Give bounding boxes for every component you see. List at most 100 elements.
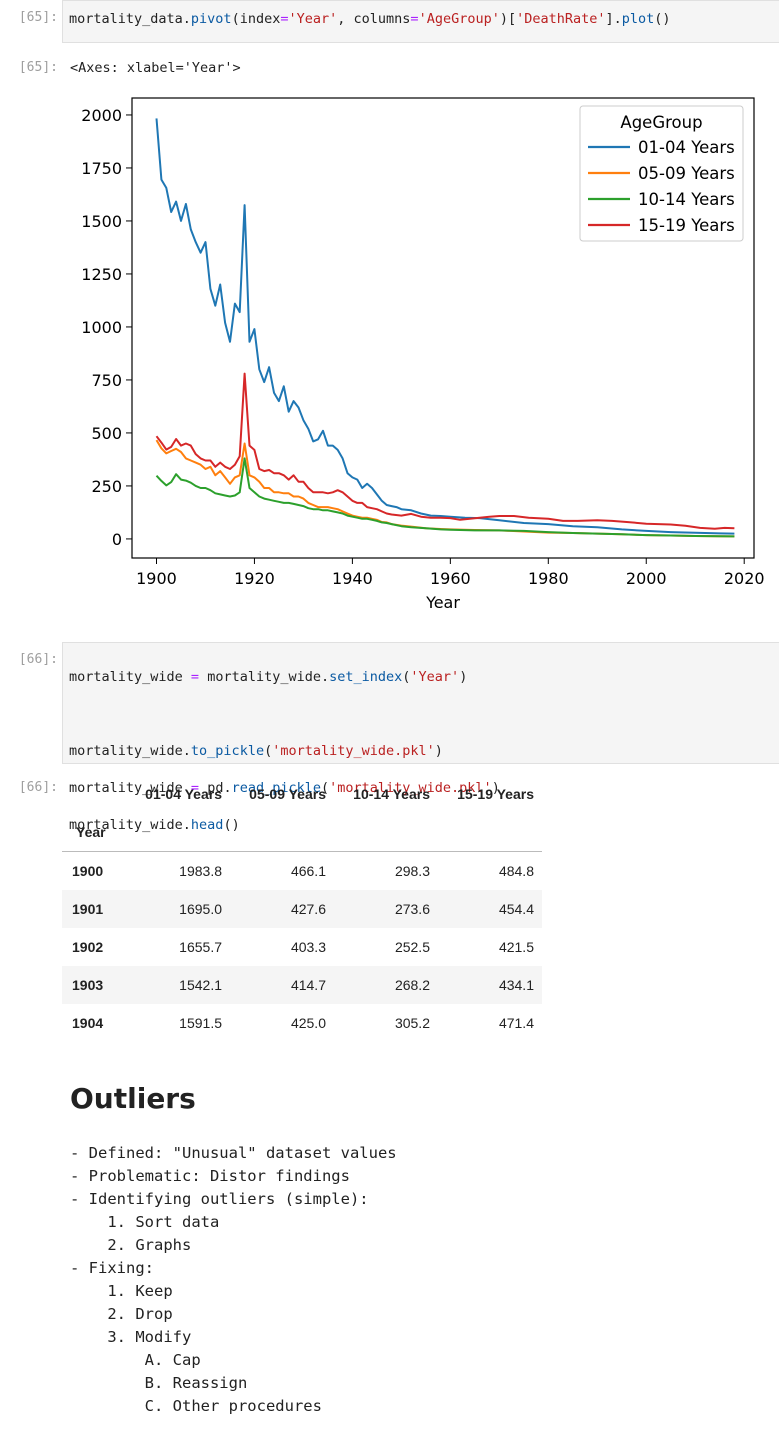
x-tick-label: 2000 <box>626 569 667 588</box>
code-token: ]. <box>605 11 622 27</box>
y-tick-label: 2000 <box>81 106 122 125</box>
code-line: mortality_wide.to_pickle('mortality_wide… <box>69 741 773 762</box>
table-cell: 1591.5 <box>179 1015 222 1031</box>
line-chart: 1900 1920 1940 1960 1980 2000 2020 0 250 500 750 10… <box>81 97 764 612</box>
code-token: = <box>280 11 289 27</box>
legend: AgeGroup 01-04 Years 05-09 Years 10-14 Yea… <box>579 105 744 242</box>
code-token: pd. <box>199 780 232 796</box>
table-cell: 273.6 <box>394 901 430 917</box>
code-token: , columns <box>337 11 411 27</box>
code-token: )[ <box>499 11 517 27</box>
markdown-line: 2. Graphs <box>70 1236 192 1254</box>
code-blank-line <box>69 704 773 725</box>
table-cell: 1542.1 <box>179 977 222 993</box>
y-tick-label: 0 <box>112 530 122 549</box>
y-tick-label: 1500 <box>81 212 122 231</box>
table-cell: 414.7 <box>290 977 326 993</box>
column-header: 05-09 Years <box>249 786 326 802</box>
table-header-row: 01-04 Years 05-09 Years 10-14 Years 15-1… <box>62 775 542 813</box>
table-row: 1904 1591.5 425.0 305.2 471.4 <box>62 1004 542 1042</box>
axes-frame <box>131 97 755 559</box>
table-cell: 1655.7 <box>179 939 222 955</box>
code-token: set_index <box>329 669 403 685</box>
legend-title: AgeGroup <box>620 113 702 132</box>
y-tick-label: 250 <box>91 477 122 496</box>
table-cell: 305.2 <box>394 1015 430 1031</box>
code-token: ) <box>459 669 468 685</box>
markdown-line: 3. Modify <box>70 1328 192 1346</box>
code-cell-66[interactable]: mortality_wide = mortality_wide.set_inde… <box>62 642 779 833</box>
y-tick-label: 1000 <box>81 318 122 337</box>
markdown-line: 1. Sort data <box>70 1213 220 1231</box>
table-row: 1903 1542.1 414.7 268.2 434.1 <box>62 966 542 1004</box>
table-cell: 466.1 <box>290 863 326 879</box>
row-index: 1904 <box>72 1015 104 1031</box>
table-row: 1900 1983.8 466.1 298.3 484.8 <box>62 852 542 891</box>
markdown-line: 2. Drop <box>70 1305 173 1323</box>
code-token: = <box>410 11 419 27</box>
markdown-heading: Outliers <box>70 1082 196 1115</box>
code-token: 'mortality_wide.pkl' <box>329 780 492 796</box>
code-token: mortality_wide. <box>199 669 330 685</box>
table-cell: 268.2 <box>394 977 430 993</box>
x-tick-label: 1940 <box>332 569 373 588</box>
index-header-blank <box>62 775 126 813</box>
column-header: 10-14 Years <box>353 786 430 802</box>
code-token: () <box>654 11 671 27</box>
table-row: 1902 1655.7 403.3 252.5 421.5 <box>62 928 542 966</box>
code-token: 'Year' <box>410 669 460 685</box>
y-tick-label: 500 <box>91 424 122 443</box>
index-name: Year <box>76 824 106 840</box>
code-line: mortality_wide = pd.read_pickle('mortali… <box>69 778 773 799</box>
table-cell: 425.0 <box>290 1015 326 1031</box>
legend-label: 10-14 Years <box>638 190 735 209</box>
markdown-line: A. Cap <box>70 1351 201 1369</box>
legend-box <box>579 105 744 242</box>
markdown-line: 1. Keep <box>70 1282 173 1300</box>
output-text: <Axes: xlabel='Year'> <box>70 60 241 76</box>
code-token: head <box>190 817 224 833</box>
table-row: 1901 1695.0 427.6 273.6 454.4 <box>62 890 542 928</box>
x-tick-label: 1960 <box>430 569 471 588</box>
cell-input-prompt: [66]: <box>18 652 58 667</box>
x-tick-label: 1980 <box>528 569 569 588</box>
y-tick-label: 1750 <box>81 159 122 178</box>
code-token: ( <box>264 743 273 759</box>
table-cell: 471.4 <box>498 1015 534 1031</box>
legend-label: 15-19 Years <box>638 216 735 235</box>
legend-label: 01-04 Years <box>638 138 735 157</box>
table-cell: 421.5 <box>498 939 534 955</box>
code-token: () <box>223 817 240 833</box>
cell-output-prompt: [65]: <box>18 60 58 75</box>
code-token: mortality_wide <box>69 669 191 685</box>
code-token: mortality_wide <box>69 780 191 796</box>
code-line: mortality_wide.head() <box>69 815 773 836</box>
code-token: 'Year' <box>288 11 338 27</box>
markdown-line: - Defined: "Unusual" dataset values <box>70 1144 397 1162</box>
table-cell: 403.3 <box>290 939 326 955</box>
index-name-row: Year <box>62 813 542 852</box>
table-cell: 454.4 <box>498 901 534 917</box>
code-token: 'DeathRate' <box>516 11 606 27</box>
code-token: mortality_wide. <box>69 743 191 759</box>
dataframe-table: 01-04 Years 05-09 Years 10-14 Years 15-1… <box>62 775 542 1042</box>
x-tick-label: 2020 <box>724 569 764 588</box>
markdown-line: C. Other procedures <box>70 1397 322 1415</box>
series-line <box>155 457 735 538</box>
code-token: 'mortality_wide.pkl' <box>272 743 435 759</box>
y-tick-label: 750 <box>91 371 122 390</box>
markdown-line: B. Reassign <box>70 1374 248 1392</box>
table-cell: 484.8 <box>498 863 534 879</box>
x-tick-label: 1900 <box>136 569 177 588</box>
x-axis-label: Year <box>425 593 460 612</box>
table-cell: 1695.0 <box>179 901 222 917</box>
y-tick-label: 1250 <box>81 265 122 284</box>
code-token: ( <box>320 780 330 796</box>
legend-label: 05-09 Years <box>638 164 735 183</box>
markdown-line: - Identifying outliers (simple): <box>70 1190 369 1208</box>
table-cell: 427.6 <box>290 901 326 917</box>
code-cell-65[interactable]: mortality_data.pivot(index='Year', colum… <box>62 0 779 43</box>
table-cell: 434.1 <box>498 977 534 993</box>
series-line <box>155 439 735 538</box>
markdown-line: - Problematic: Distor findings <box>70 1167 350 1185</box>
